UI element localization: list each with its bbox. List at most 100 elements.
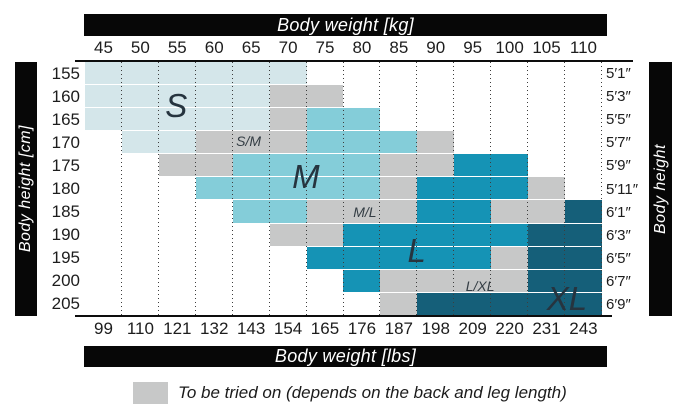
empty-cell — [85, 177, 122, 200]
size-cell-s — [269, 62, 307, 85]
size-cell-l — [343, 246, 381, 269]
empty-cell — [491, 131, 529, 154]
size-cell-s — [121, 62, 159, 85]
empty-cell — [269, 269, 307, 292]
empty-cell — [417, 85, 455, 108]
size-cell-m — [343, 108, 381, 131]
empty-cell — [85, 200, 122, 223]
size-cell-l — [417, 177, 455, 200]
size-cell-s — [232, 62, 270, 85]
size-cell-try — [195, 154, 233, 177]
kg-tick: 105 — [532, 38, 561, 57]
size-cell-try — [306, 200, 344, 223]
empty-cell — [195, 292, 233, 316]
grid-row — [85, 85, 602, 109]
empty-cell — [85, 246, 122, 269]
lbs-tick: 154 — [273, 319, 303, 338]
size-cell-l — [454, 177, 492, 200]
cm-tick: 180 — [51, 179, 80, 199]
empty-cell — [380, 62, 418, 85]
size-cell-s — [85, 108, 122, 131]
kg-tick: 75 — [315, 38, 335, 57]
empty-cell — [269, 246, 307, 269]
size-cell-m — [269, 200, 307, 223]
size-cell-s — [195, 85, 233, 108]
size-cell-try — [269, 85, 307, 108]
size-cell-try — [269, 223, 307, 246]
cm-tick: 160 — [51, 86, 80, 106]
size-cell-l — [491, 223, 529, 246]
cm-tick: 165 — [51, 109, 80, 129]
size-cell-try — [380, 177, 418, 200]
size-cell-xl — [564, 246, 602, 269]
size-cell-m — [343, 131, 381, 154]
feet-axis-ticks: 5′1″ 5′3″ 5′5″ 5′7″ 5′9″ 5′11″ 6′1″ 6′3″ 6′5″ 6′7… — [606, 62, 650, 316]
kg-tick: 90 — [426, 38, 446, 57]
size-cell-m — [306, 131, 344, 154]
empty-cell — [232, 292, 270, 316]
size-cell-s — [85, 62, 122, 85]
grid-row — [85, 131, 602, 155]
lbs-tick: 220 — [495, 319, 524, 338]
empty-cell — [195, 200, 233, 223]
kg-tick: 70 — [278, 38, 298, 57]
size-cell-try — [269, 108, 307, 131]
size-cell-l — [380, 223, 418, 246]
cm-tick: 205 — [51, 294, 80, 314]
size-cell-xl — [564, 223, 602, 246]
size-cell-try — [528, 200, 565, 223]
grid-row — [85, 62, 602, 86]
top-axis-title-bar: Body weight [kg] — [84, 14, 607, 36]
ft-tick: 5′11″ — [606, 180, 639, 198]
kg-tick: 95 — [463, 38, 483, 57]
size-cell-m — [306, 177, 344, 200]
size-cell-s — [158, 85, 196, 108]
size-cell-s — [85, 85, 122, 108]
grid-row — [85, 269, 602, 293]
size-cell-s — [158, 62, 196, 85]
lbs-tick: 143 — [236, 319, 266, 338]
size-cell-try — [417, 269, 455, 292]
ft-tick: 6′7″ — [606, 272, 631, 290]
size-cell-l — [454, 246, 492, 269]
size-cell-l — [491, 154, 529, 177]
lbs-tick: 165 — [310, 319, 340, 338]
ft-tick: 5′7″ — [606, 134, 631, 152]
size-cell-try — [491, 246, 529, 269]
size-cell-l — [454, 154, 492, 177]
empty-cell — [564, 108, 602, 131]
size-cell-l — [417, 223, 455, 246]
kg-tick: 85 — [389, 38, 409, 57]
empty-cell — [417, 62, 455, 85]
cm-tick: 155 — [51, 63, 80, 83]
size-cell-l — [380, 246, 418, 269]
size-cell-try — [306, 223, 344, 246]
empty-cell — [121, 246, 159, 269]
empty-cell — [121, 200, 159, 223]
right-axis-title-bar: Body height — [649, 62, 672, 316]
size-cell-l — [417, 246, 455, 269]
size-cell-xl — [417, 292, 455, 316]
empty-cell — [491, 85, 529, 108]
ft-tick: 6′5″ — [606, 249, 631, 267]
size-cell-s — [195, 108, 233, 131]
bottom-axis-title: Body weight [lbs] — [274, 346, 417, 366]
size-cell-s — [121, 85, 159, 108]
size-cell-try — [491, 200, 529, 223]
size-cell-m — [269, 177, 307, 200]
grid-row — [85, 177, 602, 201]
empty-cell — [195, 269, 233, 292]
size-cell-try — [232, 131, 270, 154]
lbs-tick: 187 — [384, 319, 414, 338]
size-cell-m — [306, 108, 344, 131]
size-cell-l — [454, 200, 492, 223]
empty-cell — [121, 292, 159, 316]
empty-cell — [417, 108, 455, 131]
cm-tick: 170 — [51, 132, 80, 152]
empty-cell — [232, 269, 270, 292]
size-cell-xl — [564, 269, 602, 292]
grid-top-border — [75, 60, 633, 62]
size-cell-xl — [528, 223, 565, 246]
size-cell-s — [232, 108, 270, 131]
size-cell-s — [121, 131, 159, 154]
